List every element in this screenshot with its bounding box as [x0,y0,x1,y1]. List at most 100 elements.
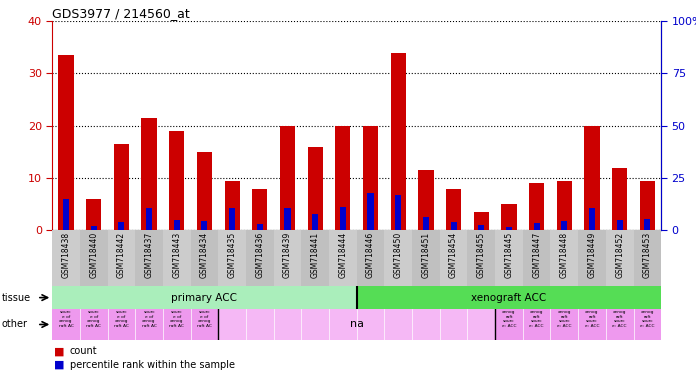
Bar [384,230,412,286]
Text: ■: ■ [54,346,65,356]
Bar [395,195,402,230]
Text: GSM718436: GSM718436 [255,232,264,278]
Text: sourc
e of
xenog
raft AC: sourc e of xenog raft AC [58,310,74,328]
Bar [446,189,461,230]
Text: other: other [1,319,27,329]
Text: sourc
e of
xenog
raft AC: sourc e of xenog raft AC [197,310,212,328]
Text: GSM718439: GSM718439 [283,232,292,278]
Text: GDS3977 / 214560_at: GDS3977 / 214560_at [52,7,190,20]
Bar [585,126,600,230]
Bar [450,222,457,230]
Text: xenog
raft
sourc
e: ACC: xenog raft sourc e: ACC [585,310,599,328]
Text: GSM718438: GSM718438 [61,232,70,278]
Bar [52,309,219,340]
Text: count: count [70,346,97,356]
Text: xenog
raft
sourc
e: ACC: xenog raft sourc e: ACC [557,310,571,328]
Text: GSM718440: GSM718440 [89,232,98,278]
Bar [367,193,374,230]
Bar [534,223,539,230]
Bar [118,222,125,230]
Bar [390,53,406,230]
Bar [412,230,440,286]
Bar [246,230,274,286]
Text: GSM718447: GSM718447 [532,232,541,278]
Text: percentile rank within the sample: percentile rank within the sample [70,360,235,370]
Bar [280,126,295,230]
Text: GSM718442: GSM718442 [117,232,126,278]
Bar [191,230,219,286]
Bar [561,221,567,230]
Bar [86,199,102,230]
Bar [308,147,323,230]
Text: primary ACC: primary ACC [171,293,237,303]
Bar [501,204,516,230]
Bar [135,230,163,286]
Bar [495,230,523,286]
Bar [58,55,74,230]
Text: xenog
raft
sourc
e: ACC: xenog raft sourc e: ACC [640,310,655,328]
Bar [418,170,434,230]
Bar [229,209,235,230]
Text: GSM718448: GSM718448 [560,232,569,278]
Bar [557,181,572,230]
Bar [478,225,484,230]
Bar [312,214,318,230]
Bar [52,230,80,286]
Text: GSM718437: GSM718437 [145,232,154,278]
Bar [90,226,97,230]
Bar [440,230,468,286]
Text: xenog
raft
sourc
e: ACC: xenog raft sourc e: ACC [502,310,516,328]
Bar [551,230,578,286]
Bar [146,209,152,230]
Bar [174,220,180,230]
Bar [523,230,551,286]
Bar [640,181,655,230]
Bar [506,227,512,230]
Text: GSM718435: GSM718435 [228,232,237,278]
Text: sourc
e of
xenog
raft AC: sourc e of xenog raft AC [86,310,101,328]
Text: GSM718445: GSM718445 [505,232,514,278]
Bar [356,286,661,309]
Bar [589,209,595,230]
Text: xenog
raft
sourc
e: ACC: xenog raft sourc e: ACC [530,310,544,328]
Bar [52,286,356,309]
Text: GSM718449: GSM718449 [587,232,596,278]
Bar [329,230,356,286]
Text: tissue: tissue [1,293,31,303]
Bar [474,212,489,230]
Text: GSM718453: GSM718453 [643,232,652,278]
Bar [252,189,267,230]
Text: GSM718444: GSM718444 [338,232,347,278]
Bar [108,230,135,286]
Text: GSM718441: GSM718441 [310,232,319,278]
Bar [340,207,346,230]
Bar [356,230,384,286]
Bar [225,181,239,230]
Bar [529,183,544,230]
Bar [363,126,378,230]
Bar [63,199,69,230]
Text: GSM718454: GSM718454 [449,232,458,278]
Bar [197,152,212,230]
Text: sourc
e of
xenog
raft AC: sourc e of xenog raft AC [169,310,184,328]
Text: GSM718446: GSM718446 [366,232,375,278]
Text: sourc
e of
xenog
raft AC: sourc e of xenog raft AC [114,310,129,328]
Bar [617,220,623,230]
Bar [423,217,429,230]
Bar [644,219,650,230]
Bar [113,144,129,230]
Bar [301,230,329,286]
Bar [201,221,207,230]
Bar [495,309,661,340]
Bar [612,167,627,230]
Text: na: na [349,319,364,329]
Text: xenograft ACC: xenograft ACC [471,293,546,303]
Bar [219,230,246,286]
Bar [219,309,495,340]
Text: xenog
raft
sourc
e: ACC: xenog raft sourc e: ACC [612,310,627,328]
Bar [163,230,191,286]
Text: sourc
e of
xenog
raft AC: sourc e of xenog raft AC [142,310,157,328]
Bar [80,230,108,286]
Bar [257,224,263,230]
Bar [169,131,184,230]
